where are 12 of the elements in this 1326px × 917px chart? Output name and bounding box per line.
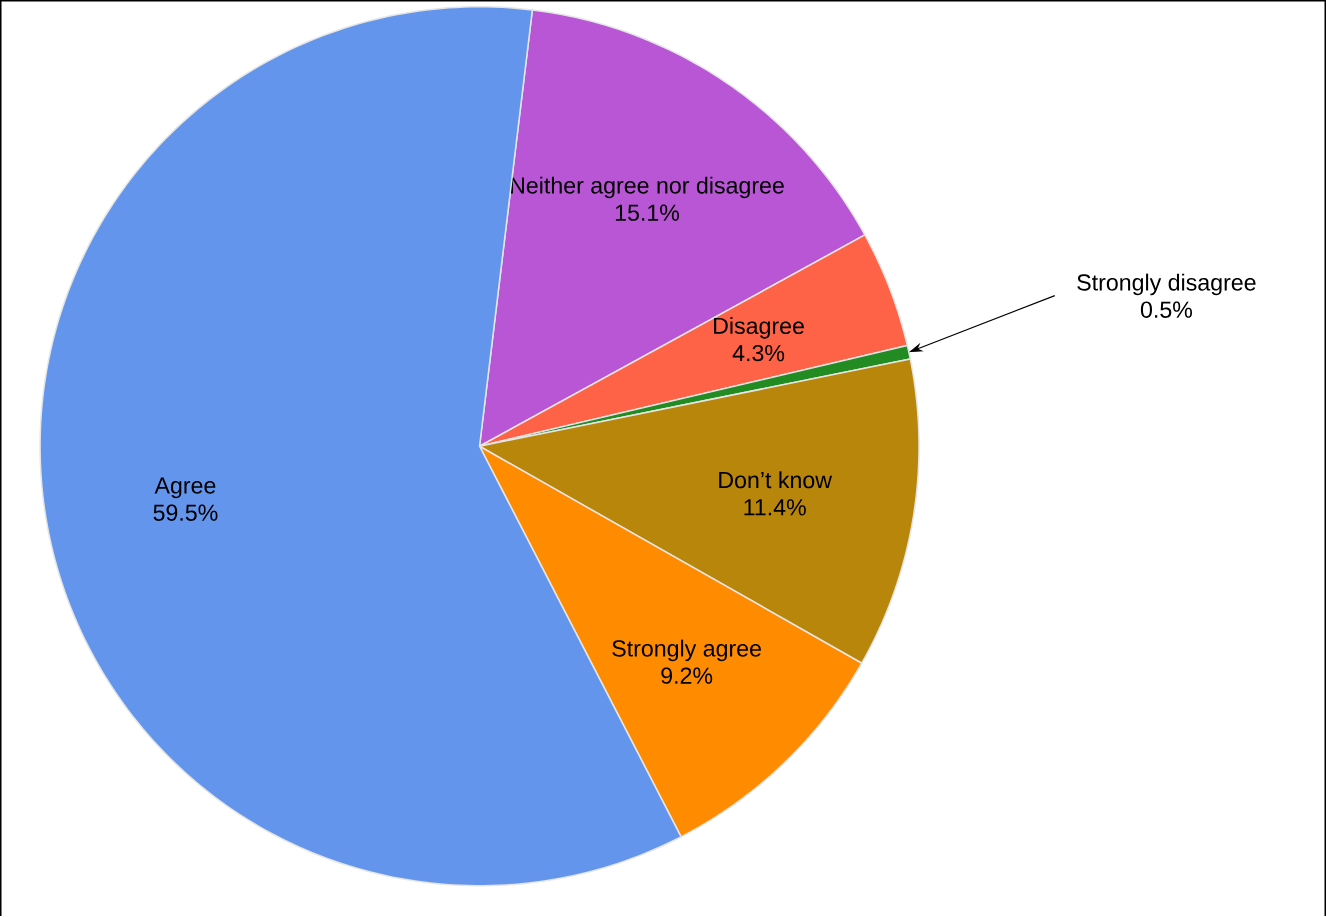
slice-label: Don’t know — [719, 471, 833, 489]
data-label: 59.5% — [153, 504, 218, 522]
data-label: 0.5% — [1140, 301, 1193, 318]
data-label: 4.3% — [732, 345, 785, 362]
slice-label: Neither agree nor disagree — [511, 176, 784, 199]
data-label: 11.4% — [744, 499, 806, 516]
slice-label: Strongly agree — [612, 639, 761, 662]
slice-label: Agree — [154, 477, 216, 499]
slice-label: Strongly disagree — [1077, 273, 1256, 296]
data-label: 9.2% — [661, 667, 713, 684]
slice-label: Disagree — [714, 317, 804, 339]
data-label: 15.1% — [615, 204, 680, 221]
